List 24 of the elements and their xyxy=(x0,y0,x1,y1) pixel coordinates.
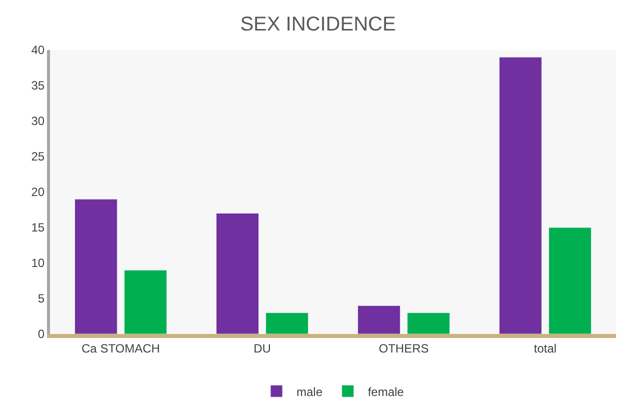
y-tick-label: 30 xyxy=(31,114,45,128)
bar xyxy=(124,270,167,334)
y-tick-label: 10 xyxy=(31,256,45,270)
bar xyxy=(266,312,308,334)
legend-label: male xyxy=(296,384,323,399)
bar xyxy=(499,56,542,334)
bar xyxy=(548,227,592,334)
bar xyxy=(358,305,400,334)
y-tick-label: 20 xyxy=(31,185,45,200)
x-tick-label: DU xyxy=(254,341,271,356)
y-tick-label: 35 xyxy=(31,78,45,93)
x-tick-label: total xyxy=(534,341,557,356)
x-tick-label: Ca STOMACH xyxy=(82,341,160,356)
bar xyxy=(407,312,450,334)
y-tick-label: 5 xyxy=(38,292,45,306)
bar xyxy=(216,213,259,334)
y-tick-label: 15 xyxy=(31,220,45,235)
bar xyxy=(74,198,118,334)
y-tick-label: 0 xyxy=(38,327,45,342)
x-tick-label: OTHERS xyxy=(378,341,429,356)
y-tick-label: 25 xyxy=(31,150,45,164)
y-tick-label: 40 xyxy=(31,43,45,58)
legend-label: female xyxy=(368,384,404,399)
chart-title: SEX INCIDENCE xyxy=(240,14,396,36)
